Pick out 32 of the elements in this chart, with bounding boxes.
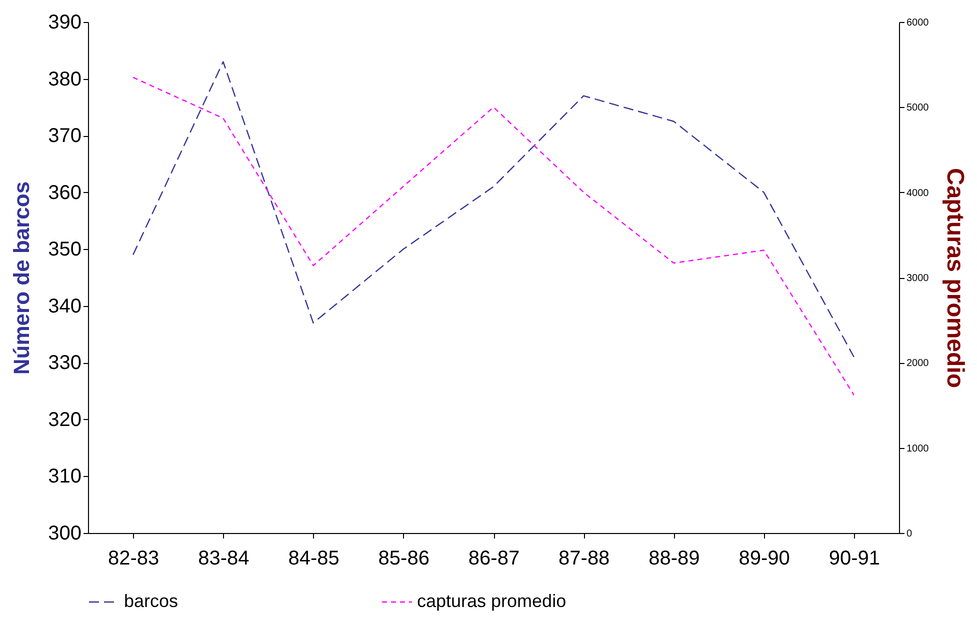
- y-tick-label: 340: [48, 295, 82, 318]
- y2-tick-label: 6000: [906, 18, 930, 28]
- y-axis-title: Número de barcos: [9, 181, 34, 375]
- y-tick-label: 320: [48, 408, 82, 431]
- x-tick-label: 82-83: [108, 548, 160, 570]
- y2-axis-title: Capturas promedio: [942, 168, 969, 388]
- x-tick-label: 84-85: [288, 548, 340, 570]
- y-tick-label: 370: [48, 125, 82, 148]
- x-tick-label: 88-89: [648, 548, 700, 570]
- y-tick-label: 390: [48, 12, 82, 34]
- x-tick-label: 85-86: [378, 548, 430, 570]
- y2-tick-label: 5000: [906, 102, 930, 114]
- y2-tick-label: 1000: [906, 443, 930, 454]
- line-series: [132, 61, 855, 358]
- y-tick-label: 330: [48, 352, 82, 374]
- y2-tick-label: 2000: [906, 358, 930, 370]
- x-tick-label: 83-84: [198, 548, 250, 570]
- y-tick-label: 360: [48, 182, 82, 204]
- y-tick-label: 350: [48, 238, 82, 261]
- y-tick-label: 310: [48, 466, 82, 488]
- x-tick-label: 87-88: [558, 548, 610, 570]
- line-series: [132, 76, 855, 396]
- y2-tick-label: 3000: [906, 273, 930, 284]
- y2-tick-label: 4000: [906, 188, 930, 199]
- y-tick-label: 380: [48, 68, 82, 90]
- x-tick-label: 90-91: [828, 548, 880, 570]
- legend-label: barcos: [124, 591, 178, 611]
- y2-tick-label: 0: [906, 528, 912, 540]
- x-tick-label: 89-90: [738, 548, 790, 570]
- x-tick-label: 86-87: [468, 548, 520, 570]
- legend-label: capturas promedio: [417, 591, 566, 611]
- y-tick-label: 300: [48, 522, 82, 544]
